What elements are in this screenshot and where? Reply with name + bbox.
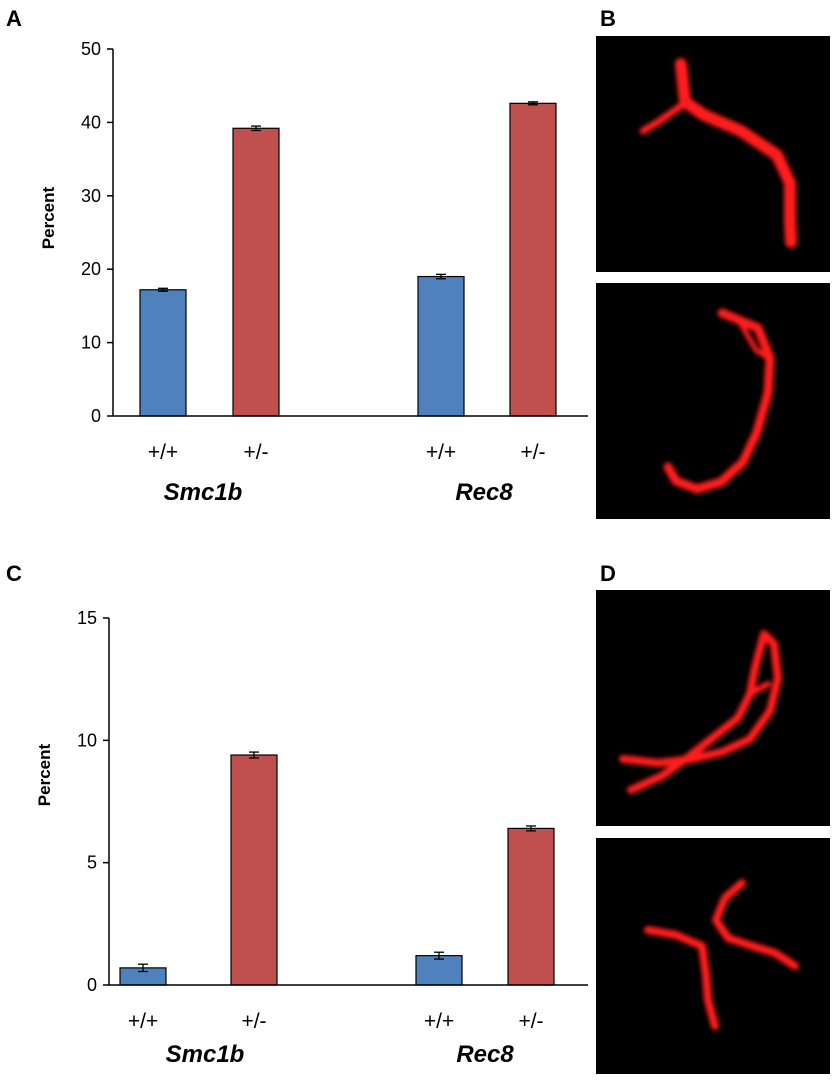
micrograph-d-bottom-background [596,838,830,1074]
category-label: +/- [241,1010,266,1033]
category-label: +/+ [426,441,456,464]
y-tick-label: 0 [91,406,101,426]
chromosome-b-top [639,58,797,248]
y-ticks-a: 0 10 20 30 40 50 [81,39,113,426]
y-tick-label: 0 [87,975,97,995]
chromosome-b-bottom [663,308,775,494]
chromosome-d-top [619,630,782,794]
y-tick-label: 50 [81,39,101,59]
chromosome-d-bottom [644,879,799,1030]
category-label: +/+ [148,441,178,464]
y-axis-label-c: Percent [35,743,54,806]
bar [509,102,557,417]
panel-label-b: B [600,6,616,31]
group-label: Rec8 [456,1041,514,1068]
bars-a [139,101,557,417]
category-label: +/- [520,441,545,464]
y-tick-label: 10 [77,730,97,750]
category-labels-a: +/+ +/-Smc1b+/+ +/-Rec8 [148,441,546,506]
y-tick-label: 40 [81,112,101,132]
category-label: +/+ [424,1010,454,1033]
bar [417,275,465,417]
micrograph-d-bottom [596,838,830,1074]
y-axis-label-a: Percent [39,186,58,249]
category-labels-c: +/+ +/-Smc1b+/+ +/-Rec8 [128,1010,544,1068]
category-label: +/+ [128,1010,158,1033]
panel-label-c: C [6,561,22,586]
category-label: +/- [243,441,268,464]
bar [507,827,555,986]
bar [232,127,280,417]
micrograph-d-top [596,590,830,826]
micrograph-b-bottom [596,283,830,519]
y-ticks-c: 0 5 10 15 [77,608,109,995]
y-tick-label: 15 [77,608,97,628]
y-tick-label: 10 [81,333,101,353]
micrograph-b-top [596,36,830,272]
group-label: Smc1b [164,479,243,506]
panel-label-d: D [600,561,616,586]
group-label: Rec8 [455,479,513,506]
y-tick-label: 20 [81,259,101,279]
panel-label-a: A [6,6,22,31]
y-tick-label: 5 [87,853,97,873]
group-label: Smc1b [166,1041,245,1068]
bar [415,955,463,986]
bar [230,754,278,986]
y-tick-label: 30 [81,186,101,206]
category-label: +/- [518,1010,543,1033]
bars-c [119,751,555,986]
bar [139,289,187,417]
